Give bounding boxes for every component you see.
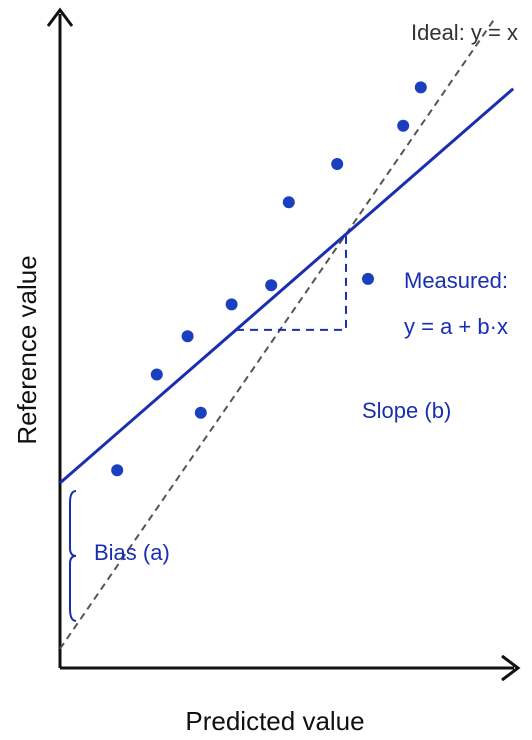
- bias-label: Bias (a): [94, 540, 170, 565]
- data-point-10: [397, 119, 410, 132]
- measured-line: [59, 87, 515, 485]
- y-axis-arrow: [46, 7, 74, 27]
- measured-line-label-1: Measured:: [404, 268, 508, 293]
- data-point-2: [150, 368, 163, 381]
- measured-line-label-2: y = a + b·x: [404, 314, 508, 339]
- ideal-line-label: Ideal: y = x: [411, 20, 518, 45]
- ideal-line: [59, 16, 497, 650]
- data-point-11: [414, 81, 427, 94]
- data-point-4: [194, 406, 207, 419]
- slope-label: Slope (b): [362, 398, 451, 423]
- data-point-5: [225, 298, 238, 311]
- data-point-8: [331, 157, 344, 170]
- data-point-7: [282, 196, 295, 209]
- slope-triangle: [236, 234, 347, 331]
- x-axis-title: Predicted value: [185, 706, 364, 736]
- data-point-1: [111, 464, 124, 477]
- data-point-3: [181, 330, 194, 343]
- scatter-points: [111, 81, 427, 477]
- y-axis-title: Reference value: [12, 255, 42, 444]
- x-axis-arrow: [501, 654, 521, 682]
- data-point-9: [362, 272, 374, 285]
- bias-brace: [69, 489, 77, 622]
- data-point-6: [265, 279, 278, 292]
